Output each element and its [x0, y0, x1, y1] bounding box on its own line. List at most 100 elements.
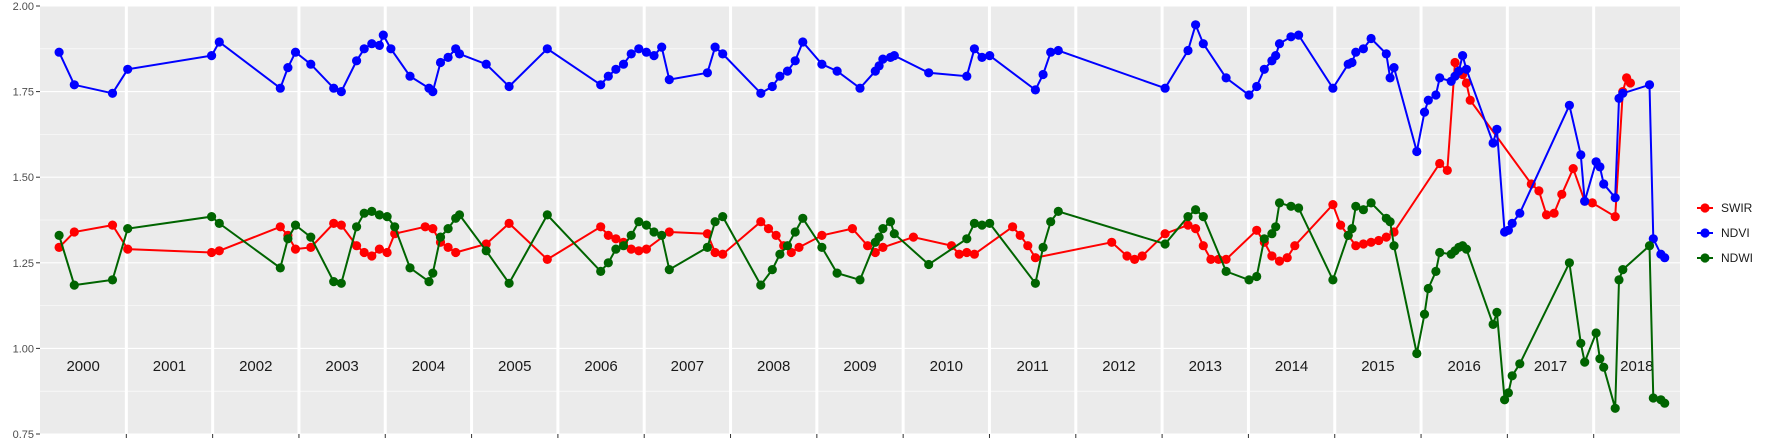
data-point	[1389, 63, 1399, 73]
legend-marker	[1700, 228, 1710, 238]
data-point	[718, 212, 728, 222]
data-point	[542, 44, 552, 54]
data-point	[290, 220, 301, 230]
data-point	[1206, 254, 1216, 264]
data-point	[69, 227, 79, 237]
year-label: 2009	[843, 358, 876, 375]
data-point	[1198, 241, 1208, 251]
data-point	[1328, 200, 1338, 210]
data-point	[798, 37, 808, 47]
data-point	[596, 80, 606, 90]
data-point	[626, 49, 636, 59]
data-point	[1599, 179, 1609, 189]
data-point	[1221, 266, 1231, 276]
data-point	[1534, 186, 1544, 196]
data-point	[710, 247, 720, 258]
data-point	[1252, 271, 1262, 282]
data-point	[767, 265, 777, 275]
data-point	[1648, 393, 1658, 403]
year-label: 2001	[153, 358, 186, 375]
data-point	[504, 81, 514, 92]
data-point	[924, 259, 934, 270]
data-point	[878, 242, 888, 252]
data-point	[214, 37, 224, 47]
data-point	[702, 229, 713, 239]
data-point	[367, 206, 377, 216]
data-point	[969, 218, 980, 228]
year-label: 2005	[498, 358, 531, 375]
data-point	[1030, 253, 1040, 263]
series-swir	[54, 57, 1635, 266]
data-point	[1160, 239, 1170, 249]
data-point	[863, 241, 873, 251]
legend-item-swir: SWIR	[1697, 201, 1753, 215]
data-point	[641, 244, 652, 254]
data-point	[290, 47, 301, 57]
data-point	[878, 54, 888, 64]
data-point	[1023, 241, 1033, 251]
data-point	[641, 47, 652, 57]
data-point	[1557, 189, 1567, 199]
data-point	[1465, 95, 1475, 105]
data-point	[710, 42, 720, 52]
data-point	[618, 241, 629, 251]
year-label: 2018	[1620, 358, 1653, 375]
data-point	[1328, 83, 1338, 93]
year-label: 2004	[412, 358, 445, 375]
data-point	[1351, 241, 1361, 251]
data-point	[1618, 265, 1628, 275]
data-point	[504, 218, 514, 228]
data-point	[1191, 20, 1201, 30]
data-point	[1252, 225, 1262, 235]
data-point	[1290, 241, 1300, 251]
data-point	[1358, 205, 1368, 215]
data-point	[1183, 220, 1193, 230]
data-point	[1503, 388, 1513, 398]
data-point	[1423, 95, 1433, 105]
data-point	[985, 51, 995, 61]
data-point	[1336, 220, 1346, 230]
y-axis: 0.75 1.00 1.25 1.50 1.75 2.00	[13, 1, 1595, 441]
year-label: 2010	[930, 358, 963, 375]
year-label: 2017	[1534, 358, 1567, 375]
data-point	[817, 59, 827, 69]
series	[54, 20, 1670, 413]
data-point	[962, 247, 972, 258]
data-point	[1259, 234, 1269, 244]
data-point	[1294, 30, 1304, 40]
data-point	[889, 51, 899, 61]
data-point	[775, 71, 785, 81]
y-tick-label: 1.25	[13, 258, 34, 270]
data-point	[306, 232, 316, 242]
data-point	[382, 212, 392, 222]
data-point	[1351, 47, 1361, 57]
data-point	[702, 68, 713, 78]
series-ndwi	[54, 198, 1670, 413]
y-tick-label: 2.00	[13, 1, 34, 13]
data-point	[1610, 193, 1620, 203]
data-point	[336, 278, 346, 288]
data-point	[1008, 222, 1018, 232]
data-point	[107, 88, 118, 98]
data-point	[832, 268, 842, 278]
data-point	[756, 88, 766, 98]
data-point	[214, 218, 224, 228]
data-point	[985, 218, 995, 228]
legend-item-ndwi: NDWI	[1697, 251, 1753, 265]
data-point	[1610, 212, 1620, 222]
data-point	[889, 229, 899, 239]
year-label: 2015	[1361, 358, 1394, 375]
data-point	[374, 210, 384, 220]
data-point	[420, 222, 430, 232]
data-point	[352, 222, 362, 232]
data-point	[454, 210, 465, 220]
data-point	[1587, 198, 1597, 208]
data-point	[54, 47, 64, 57]
data-point	[1610, 403, 1620, 413]
legend-marker	[1700, 253, 1710, 263]
data-point	[634, 246, 644, 256]
data-point	[1419, 107, 1430, 117]
data-point	[1107, 237, 1117, 247]
data-point	[1030, 278, 1040, 288]
